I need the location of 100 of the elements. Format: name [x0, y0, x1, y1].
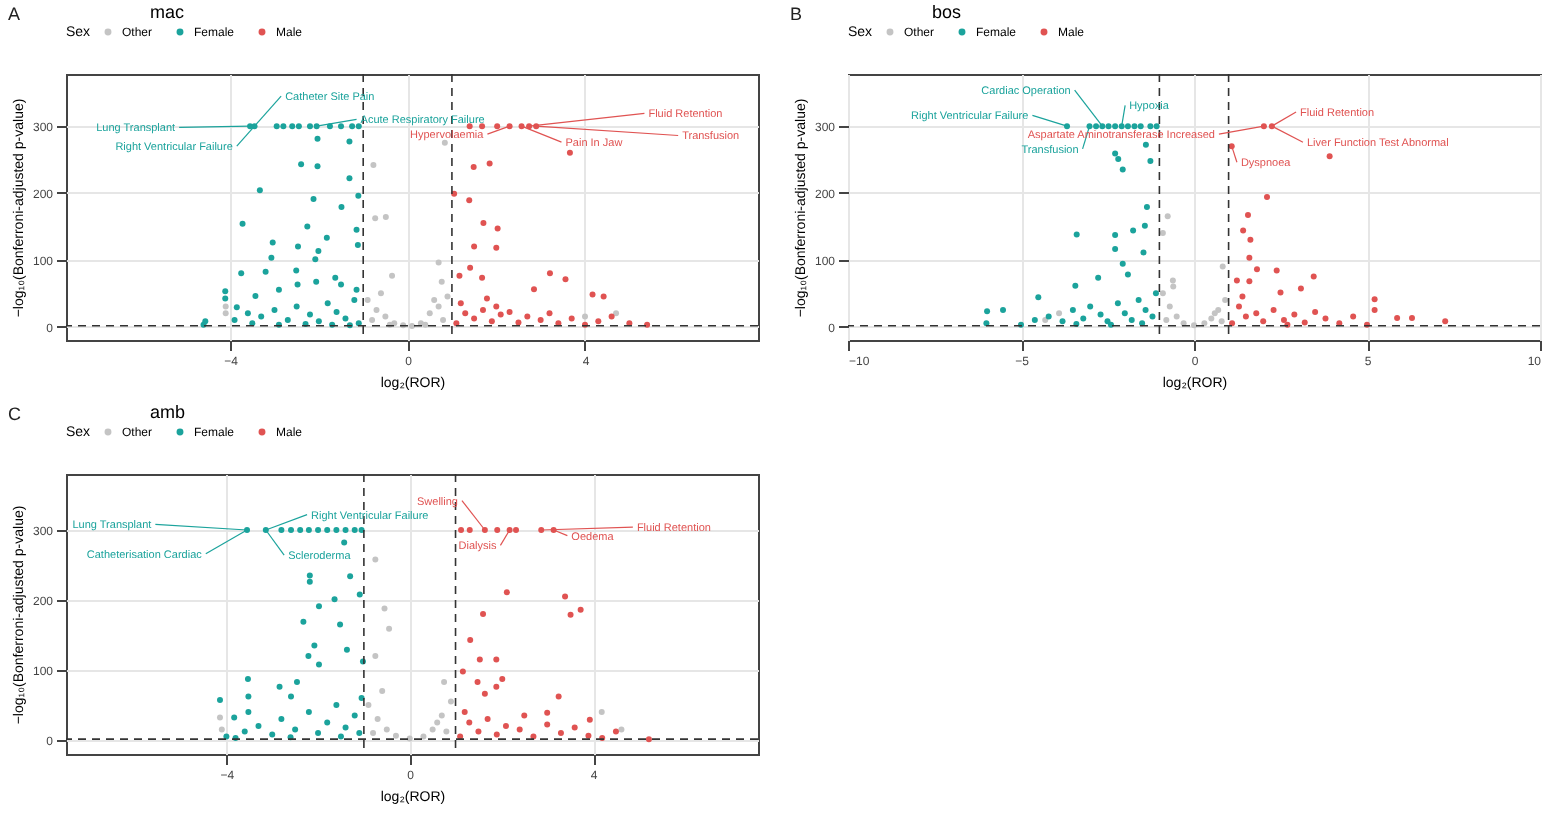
- point: [494, 527, 501, 533]
- point: [571, 724, 578, 731]
- point: [244, 676, 251, 683]
- point: [1149, 313, 1156, 320]
- point: [1336, 320, 1343, 327]
- point: [1112, 232, 1119, 239]
- point: [278, 527, 285, 533]
- point: [306, 572, 313, 579]
- point: [1326, 153, 1333, 160]
- point: [1242, 313, 1249, 320]
- point: [431, 296, 438, 303]
- point: [1073, 231, 1080, 238]
- point: [1371, 296, 1378, 303]
- point: [544, 709, 551, 716]
- point: [1072, 282, 1079, 289]
- point: [474, 678, 481, 685]
- point: [546, 270, 553, 277]
- point: [1124, 123, 1131, 130]
- point: [459, 668, 466, 675]
- point: [1130, 227, 1137, 234]
- point: [1280, 316, 1287, 323]
- point: [488, 318, 495, 325]
- point: [1219, 263, 1226, 270]
- point: [311, 642, 318, 649]
- point: [276, 683, 283, 690]
- point: [383, 726, 390, 733]
- point: [457, 300, 464, 307]
- text: C: [8, 404, 21, 424]
- point: [1080, 315, 1087, 322]
- point: [567, 611, 574, 618]
- point: [422, 321, 429, 328]
- point: [1301, 319, 1308, 326]
- point: [392, 732, 399, 739]
- point: [269, 731, 276, 738]
- point: [471, 315, 478, 322]
- point: [245, 709, 252, 715]
- point: [1291, 311, 1298, 318]
- point: [589, 291, 596, 298]
- point: [1297, 285, 1304, 292]
- point: [306, 578, 313, 585]
- point: [292, 726, 299, 733]
- point: [245, 693, 252, 700]
- point: [475, 728, 482, 735]
- point: [493, 656, 500, 663]
- point: [557, 730, 564, 736]
- point: [1131, 123, 1138, 130]
- point: [1115, 155, 1122, 162]
- point: [516, 726, 523, 733]
- point: [1371, 306, 1378, 313]
- point: [231, 714, 238, 721]
- point: [481, 527, 488, 533]
- point: [305, 527, 312, 533]
- point: [1264, 193, 1271, 200]
- point: [438, 278, 445, 285]
- point: [1153, 123, 1160, 130]
- point: [1310, 273, 1317, 280]
- point: [1112, 246, 1119, 253]
- point: [645, 736, 652, 743]
- point: [364, 296, 371, 303]
- point: [493, 731, 500, 738]
- point: [1260, 318, 1267, 325]
- point: [1233, 277, 1240, 284]
- point: [1164, 213, 1171, 220]
- chart-title: amb: [149, 402, 186, 422]
- point: [341, 539, 348, 546]
- point: [373, 306, 380, 313]
- point: [466, 197, 473, 204]
- point: [483, 295, 490, 302]
- point: [493, 244, 500, 251]
- point: [434, 719, 441, 726]
- point: [447, 698, 454, 705]
- point: [409, 322, 415, 329]
- point: [1312, 308, 1319, 315]
- point: [1093, 123, 1100, 130]
- point: [494, 225, 501, 232]
- point: [1228, 143, 1235, 150]
- point: [1143, 204, 1150, 210]
- point: [440, 316, 447, 323]
- point: [1247, 236, 1254, 243]
- chart-title: bos: [931, 2, 962, 22]
- point: [577, 606, 584, 613]
- point: [1159, 290, 1166, 297]
- point: [983, 320, 990, 327]
- point: [471, 243, 478, 250]
- point: [546, 310, 553, 317]
- point: [503, 589, 510, 596]
- point: [438, 712, 445, 719]
- point: [1112, 150, 1119, 157]
- point: [600, 293, 607, 300]
- point: [1112, 123, 1119, 130]
- point: [369, 316, 376, 323]
- point: [1142, 306, 1149, 313]
- point: [429, 726, 436, 733]
- point: [374, 716, 381, 722]
- point: [300, 618, 307, 625]
- point: [480, 220, 487, 227]
- point: [618, 726, 625, 733]
- point: [562, 276, 569, 283]
- point: [484, 716, 491, 722]
- point: [1147, 123, 1154, 130]
